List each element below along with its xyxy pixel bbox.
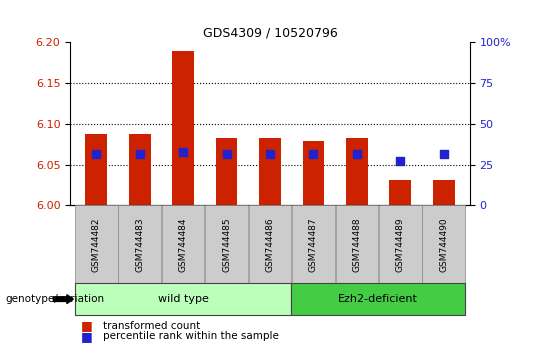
Bar: [129, 134, 151, 205]
Text: ■: ■: [81, 319, 93, 332]
Bar: [259, 138, 281, 205]
Bar: [172, 51, 194, 205]
Title: GDS4309 / 10520796: GDS4309 / 10520796: [202, 27, 338, 40]
Text: percentile rank within the sample: percentile rank within the sample: [103, 331, 279, 341]
Text: GSM744488: GSM744488: [353, 217, 361, 272]
Point: [440, 151, 448, 157]
Text: genotype/variation: genotype/variation: [5, 294, 105, 304]
Text: Ezh2-deficient: Ezh2-deficient: [338, 294, 418, 304]
Bar: [302, 141, 325, 205]
Text: GSM744487: GSM744487: [309, 217, 318, 272]
Text: ■: ■: [81, 330, 93, 343]
Bar: [433, 180, 455, 205]
Point: [396, 158, 404, 163]
Bar: [346, 138, 368, 205]
Text: GSM744483: GSM744483: [135, 217, 144, 272]
Point: [92, 151, 100, 157]
Text: GSM744490: GSM744490: [439, 217, 448, 272]
Point: [309, 151, 318, 157]
Point: [179, 149, 187, 155]
Text: GSM744486: GSM744486: [266, 217, 274, 272]
Bar: [389, 180, 411, 205]
Text: transformed count: transformed count: [103, 321, 200, 331]
Point: [222, 151, 231, 157]
Point: [266, 151, 274, 157]
Text: GSM744484: GSM744484: [179, 217, 187, 272]
Text: GSM744489: GSM744489: [396, 217, 405, 272]
Point: [136, 151, 144, 157]
Text: GSM744485: GSM744485: [222, 217, 231, 272]
Bar: [215, 138, 238, 205]
Text: wild type: wild type: [158, 294, 208, 304]
Point: [353, 151, 361, 157]
Bar: [85, 135, 107, 205]
Text: GSM744482: GSM744482: [92, 217, 101, 272]
